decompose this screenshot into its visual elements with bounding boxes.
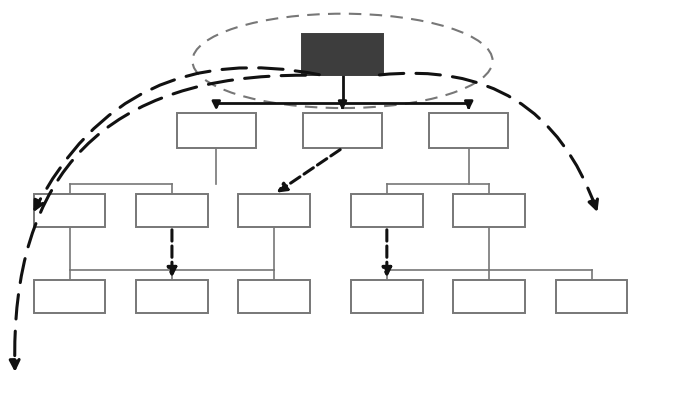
Bar xyxy=(177,113,256,148)
Bar xyxy=(238,280,310,313)
Bar xyxy=(301,34,384,75)
Bar xyxy=(556,280,627,313)
Bar xyxy=(34,280,105,313)
Bar xyxy=(303,113,382,148)
Bar xyxy=(136,194,208,227)
Bar xyxy=(238,194,310,227)
Bar xyxy=(453,194,525,227)
Bar xyxy=(136,280,208,313)
Bar xyxy=(351,280,423,313)
Bar xyxy=(453,280,525,313)
Bar xyxy=(429,113,508,148)
Bar xyxy=(34,194,105,227)
Bar xyxy=(351,194,423,227)
